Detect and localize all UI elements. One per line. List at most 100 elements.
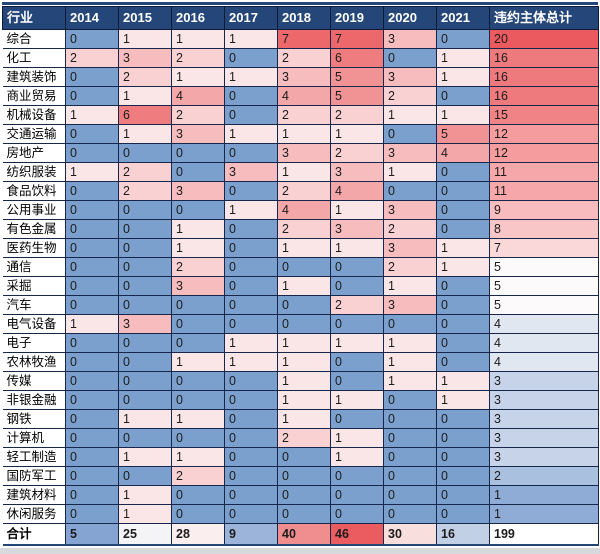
heat-cell: 0: [118, 276, 172, 296]
heat-cell: 1: [65, 314, 119, 334]
heat-cell: 2: [171, 257, 225, 277]
heat-cell: 0: [330, 276, 384, 296]
heat-cell: 1: [277, 276, 331, 296]
industry-row: 建筑材料 0 1 0 0 0 0 0 0 1: [2, 485, 599, 505]
heat-cell: 0: [330, 409, 384, 429]
row-total-cell: 16: [489, 86, 599, 106]
heat-cell: 4: [436, 143, 490, 163]
industry-row: 建筑装饰 0 2 1 1 3 5 3 1 16: [2, 67, 599, 87]
heat-cell: 0: [118, 257, 172, 277]
heat-cell: 0: [383, 504, 437, 524]
heat-cell: 2: [277, 105, 331, 125]
heat-cell: 0: [277, 314, 331, 334]
heat-cell: 0: [171, 143, 225, 163]
heat-cell: 3: [383, 29, 437, 49]
row-total-cell: 3: [489, 390, 599, 410]
heat-cell: 0: [224, 219, 278, 239]
heat-cell: 0: [65, 200, 119, 220]
column-total-cell: 16: [436, 523, 490, 546]
heat-cell: 1: [436, 48, 490, 68]
heat-cell: 0: [171, 428, 225, 448]
industry-row: 通信 0 0 2 0 0 0 2 1 5: [2, 257, 599, 277]
table-top-border-bar: [2, 2, 598, 5]
industry-row: 房地产 0 0 0 0 3 2 3 4 12: [2, 143, 599, 163]
heat-cell: 0: [65, 352, 119, 372]
heat-cell: 0: [171, 485, 225, 505]
heat-cell: 1: [436, 238, 490, 258]
heat-cell: 0: [171, 314, 225, 334]
heat-cell: 0: [224, 143, 278, 163]
heat-cell: 0: [118, 219, 172, 239]
col-header-industry: 行业: [2, 6, 66, 30]
heat-cell: 2: [383, 86, 437, 106]
heat-cell: 0: [277, 447, 331, 467]
heat-cell: 1: [330, 200, 384, 220]
heat-cell: 0: [118, 295, 172, 315]
row-label: 公用事业: [2, 200, 66, 220]
heat-cell: 1: [330, 124, 384, 144]
heat-cell: 1: [224, 200, 278, 220]
heat-cell: 0: [224, 295, 278, 315]
heat-cell: 1: [224, 352, 278, 372]
heat-cell: 0: [171, 390, 225, 410]
heat-cell: 0: [436, 333, 490, 353]
row-total-cell: 1: [489, 485, 599, 505]
heat-cell: 0: [224, 390, 278, 410]
row-total-cell: 3: [489, 371, 599, 391]
heat-cell: 0: [383, 48, 437, 68]
heat-cell: 0: [330, 257, 384, 277]
col-header-year: 2014: [65, 6, 119, 30]
col-header-year: 2021: [436, 6, 490, 30]
heat-cell: 2: [277, 48, 331, 68]
row-label: 钢铁: [2, 409, 66, 429]
heat-cell: 2: [118, 162, 172, 182]
heat-cell: 2: [171, 105, 225, 125]
heat-cell: 0: [118, 238, 172, 258]
column-total-cell: 5: [65, 523, 119, 546]
row-total-cell: 4: [489, 352, 599, 372]
heat-cell: 3: [383, 200, 437, 220]
heat-cell: 0: [118, 390, 172, 410]
industry-row: 采掘 0 0 3 0 1 0 1 0 5: [2, 276, 599, 296]
row-total-cell: 3: [489, 409, 599, 429]
heat-cell: 0: [65, 143, 119, 163]
totals-row: 合计 5 25 28 9 40 46 30 16 199: [2, 523, 599, 546]
heat-cell: 1: [277, 124, 331, 144]
heat-cell: 3: [277, 143, 331, 163]
col-header-year: 2018: [277, 6, 331, 30]
heat-cell: 1: [118, 409, 172, 429]
industry-row: 商业贸易 0 1 4 0 4 5 2 0 16: [2, 86, 599, 106]
heat-cell: 2: [171, 48, 225, 68]
heat-cell: 0: [330, 485, 384, 505]
heat-cell: 0: [383, 390, 437, 410]
heat-cell: 4: [277, 200, 331, 220]
heat-cell: 0: [224, 428, 278, 448]
col-header-year: 2019: [330, 6, 384, 30]
row-label: 纺织服装: [2, 162, 66, 182]
heat-cell: 0: [171, 162, 225, 182]
heat-cell: 0: [65, 295, 119, 315]
heat-cell: 0: [277, 257, 331, 277]
industry-row: 综合 0 1 1 1 7 7 3 0 20: [2, 29, 599, 49]
heat-cell: 3: [277, 67, 331, 87]
heat-cell: 0: [118, 143, 172, 163]
heat-cell: 1: [383, 105, 437, 125]
grand-total-cell: 199: [489, 523, 599, 546]
heat-cell: 0: [118, 352, 172, 372]
industry-row: 电气设备 1 3 0 0 0 0 0 0 4: [2, 314, 599, 334]
heat-cell: 3: [383, 143, 437, 163]
heat-cell: 0: [171, 295, 225, 315]
heat-cell: 0: [224, 276, 278, 296]
row-total-cell: 8: [489, 219, 599, 239]
industry-row: 计算机 0 0 0 0 2 1 0 0 3: [2, 428, 599, 448]
row-total-cell: 16: [489, 48, 599, 68]
industry-row: 非银金融 0 0 0 0 1 1 0 1 3: [2, 390, 599, 410]
heat-cell: 0: [330, 352, 384, 372]
heat-cell: 0: [171, 504, 225, 524]
heat-cell: 1: [277, 238, 331, 258]
heat-cell: 0: [65, 276, 119, 296]
heat-cell: 1: [436, 67, 490, 87]
heat-cell: 0: [383, 314, 437, 334]
heat-cell: 1: [224, 67, 278, 87]
